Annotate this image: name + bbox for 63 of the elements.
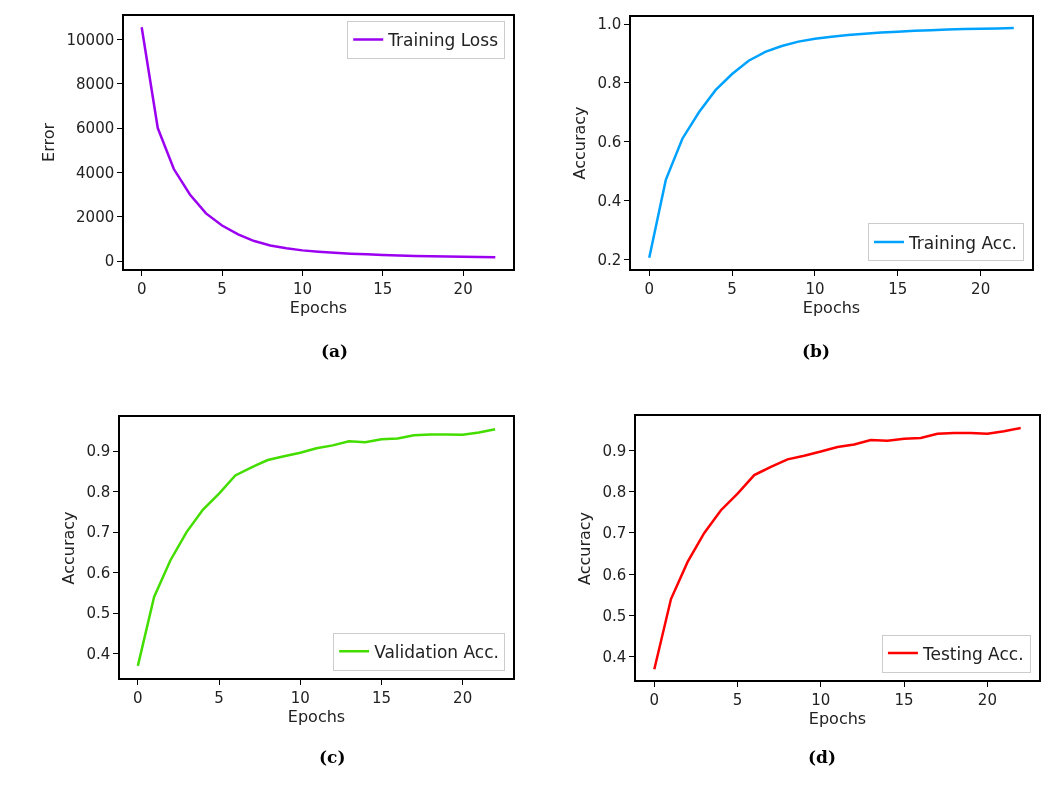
x-tick-label: 5 — [217, 279, 227, 298]
y-tick-label: 0 — [104, 252, 115, 271]
x-tick-label: 0 — [136, 279, 147, 298]
y-tick-label: 4000 — [76, 163, 115, 182]
x-tick-label: 0 — [649, 691, 660, 710]
x-tick-label: 20 — [977, 691, 997, 710]
x-tick-label: 5 — [732, 691, 743, 710]
line-series — [140, 26, 497, 259]
y-tick-label: 0.8 — [597, 74, 622, 93]
legend-label: Training Loss — [387, 30, 499, 51]
line-series — [653, 426, 1022, 671]
y-axis-title: Error — [38, 122, 58, 162]
x-axis-title: Epochs — [289, 297, 348, 317]
y-tick-label: 0.4 — [86, 644, 111, 663]
x-tick-label: 15 — [894, 691, 914, 710]
y-tick-label: 0.7 — [86, 523, 111, 542]
x-tick-label: 10 — [811, 691, 831, 710]
line-series — [136, 427, 497, 668]
y-tick-label: 0.7 — [602, 524, 627, 543]
text: (d) — [808, 747, 836, 767]
x-tick-label: 10 — [805, 279, 825, 298]
text: (b) — [802, 341, 830, 361]
line-series — [647, 26, 1016, 260]
text: (a) — [321, 341, 349, 361]
x-tick-label: 20 — [971, 279, 991, 298]
x-tick-label: 15 — [371, 689, 392, 708]
text: (c) — [319, 747, 346, 767]
y-tick-label: 0.2 — [597, 250, 622, 269]
y-tick-label: 6000 — [76, 119, 115, 138]
x-tick-label: 15 — [373, 279, 393, 298]
y-tick-label: 0.6 — [602, 565, 627, 584]
x-tick-label: 0 — [644, 279, 654, 298]
x-axis-title: Epochs — [808, 709, 867, 729]
x-axis-title: Epochs — [287, 707, 346, 727]
y-tick-label: 0.6 — [86, 563, 111, 582]
y-tick-label: 0.5 — [86, 604, 111, 623]
y-tick-label: 0.8 — [602, 482, 627, 501]
x-axis-title: Epochs — [802, 297, 861, 317]
y-tick-label: 0.6 — [597, 132, 622, 151]
y-tick-label: 10000 — [66, 30, 115, 49]
y-axis-title: Accuracy — [569, 106, 589, 180]
y-tick-label: 0.8 — [86, 482, 111, 501]
legend-label: Training Acc. — [907, 232, 1017, 253]
y-tick-label: 0.5 — [602, 606, 627, 625]
y-tick-label: 8000 — [76, 75, 115, 93]
x-tick-label: 15 — [888, 279, 908, 298]
x-tick-label: 20 — [453, 279, 473, 298]
x-tick-label: 20 — [453, 689, 473, 708]
y-tick-label: 0.4 — [602, 648, 627, 667]
x-tick-label: 0 — [133, 689, 143, 708]
y-tick-label: 1.0 — [597, 15, 622, 34]
y-tick-label: 0.9 — [602, 441, 627, 460]
x-tick-label: 10 — [292, 279, 312, 298]
y-axis-title: Accuracy — [58, 511, 78, 585]
y-tick-label: 0.9 — [86, 442, 111, 461]
y-tick-label: 2000 — [76, 207, 115, 226]
legend-label: Validation Acc. — [374, 641, 499, 662]
legend-label: Testing Acc. — [921, 643, 1024, 664]
y-tick-label: 0.4 — [597, 191, 622, 210]
x-tick-label: 10 — [290, 689, 310, 708]
x-tick-label: 5 — [727, 279, 737, 298]
y-axis-title: Accuracy — [574, 511, 594, 585]
x-tick-label: 5 — [214, 689, 224, 708]
